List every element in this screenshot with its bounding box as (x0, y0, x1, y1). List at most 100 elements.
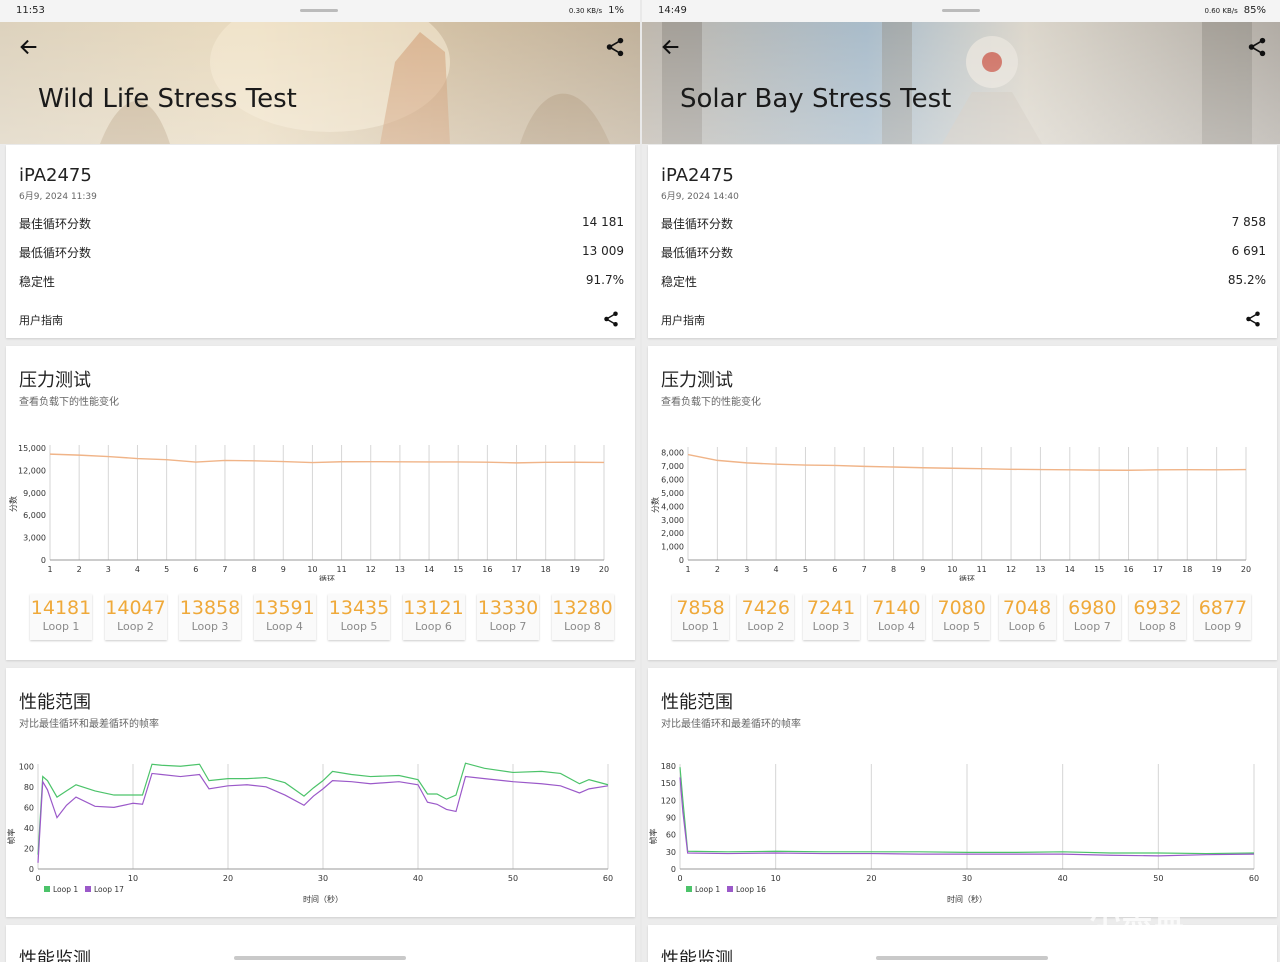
y-tick-label: 0 (29, 865, 34, 874)
share-icon[interactable] (604, 36, 626, 58)
loop-score: 14181 (30, 597, 92, 619)
loop-tile[interactable]: 7241 Loop 3 (802, 594, 860, 640)
y-axis-label: 帧率 (648, 829, 658, 845)
loop-tile[interactable]: 6980 Loop 7 (1063, 594, 1121, 640)
legend-label: Loop 17 (94, 885, 124, 894)
x-tick-label: 13 (395, 565, 405, 574)
back-arrow-icon[interactable] (18, 36, 40, 58)
back-arrow-icon[interactable] (660, 36, 682, 58)
share-icon[interactable] (602, 310, 620, 328)
legend-label: Loop 1 (695, 885, 720, 894)
x-tick-label: 11 (336, 565, 346, 574)
x-tick-label: 15 (453, 565, 463, 574)
x-tick-label: 9 (920, 565, 925, 574)
x-tick-label: 2 (715, 565, 720, 574)
legend-swatch (44, 886, 50, 892)
home-indicator[interactable] (234, 956, 406, 960)
loop-tile[interactable]: 13858 Loop 3 (179, 594, 241, 640)
loop-tile[interactable]: 7426 Loop 2 (737, 594, 795, 640)
y-tick-label: 5,000 (661, 489, 684, 498)
loop-label: Loop 2 (747, 620, 785, 633)
loop-score: 13121 (403, 597, 464, 619)
y-tick-label: 7,000 (661, 462, 684, 471)
loop-score: 13858 (179, 597, 241, 619)
loop-tiles[interactable]: 7858 Loop 1 7426 Loop 2 7241 Loop 3 7140 Loop 4… (664, 591, 1266, 643)
share-icon[interactable] (1246, 36, 1268, 58)
y-tick-label: 9,000 (23, 489, 46, 498)
x-tick-label: 0 (677, 874, 682, 883)
user-guide-link[interactable]: 用户指南 (661, 314, 705, 327)
loop-tile[interactable]: 13121 Loop 6 (402, 594, 465, 640)
y-tick-label: 15,000 (18, 444, 46, 453)
loop-tile[interactable]: 6877 Loop 9 (1194, 594, 1252, 640)
loop-score: 7048 (1002, 597, 1052, 619)
x-tick-label: 60 (603, 874, 613, 883)
loop-label: Loop 8 (1139, 620, 1177, 633)
battery-level: 85% (1243, 5, 1266, 16)
x-tick-label: 8 (252, 565, 257, 574)
loop-tile[interactable]: 14047 Loop 2 (104, 594, 167, 640)
loop-label: Loop 7 (489, 620, 527, 633)
x-tick-label: 10 (947, 565, 957, 574)
stability-row: 稳定性 85.2% (661, 273, 1266, 290)
loop-label: Loop 4 (266, 620, 303, 633)
battery-level: 1% (608, 5, 624, 16)
loop-tile[interactable]: 6932 Loop 8 (1129, 594, 1187, 640)
loop-score: 14047 (105, 597, 166, 619)
x-tick-label: 0 (35, 874, 40, 883)
loop-tile[interactable]: 14181 Loop 1 (30, 594, 92, 640)
row-value: 91.7% (585, 273, 624, 287)
loop-label: Loop 5 (340, 620, 378, 633)
loop-tile[interactable]: 13280 Loop 8 (551, 594, 614, 640)
row-label: 最低循环分数 (19, 246, 92, 260)
test-title: Solar Bay Stress Test (680, 84, 952, 114)
loop-score: 6932 (1133, 597, 1182, 619)
loop-score: 6980 (1068, 597, 1117, 619)
performance-monitor-card: 性能监测 (648, 925, 1277, 962)
performance-range-card: 性能范围 对比最佳循环和最差循环的帧率 0 10 20 30 40 50 60 0 20 40 60… (6, 668, 635, 917)
series-line (37, 762, 609, 855)
loop-score: 7080 (937, 597, 986, 619)
x-tick-label: 10 (128, 874, 138, 883)
x-tick-label: 12 (1006, 565, 1016, 574)
loop-tile[interactable]: 13435 Loop 5 (328, 594, 390, 640)
x-tick-label: 12 (366, 565, 376, 574)
y-tick-label: 6,000 (661, 476, 684, 485)
y-axis-label: 分数 (8, 496, 18, 512)
loop-tile[interactable]: 7858 Loop 1 (672, 594, 729, 640)
x-tick-label: 18 (1182, 565, 1192, 574)
loop-tile[interactable]: 13591 Loop 4 (253, 594, 316, 640)
loop-tile[interactable]: 7048 Loop 6 (998, 594, 1056, 640)
y-tick-label: 6,000 (23, 511, 46, 520)
y-tick-label: 1,000 (661, 543, 684, 552)
x-tick-label: 6 (832, 565, 837, 574)
loop-tile[interactable]: 7140 Loop 4 (867, 594, 925, 640)
section-subtitle: 查看负载下的性能变化 (661, 397, 761, 408)
x-tick-label: 20 (1241, 565, 1251, 574)
loop-label: Loop 4 (877, 620, 915, 633)
y-tick-label: 3,000 (661, 516, 684, 525)
test-title: Wild Life Stress Test (38, 84, 297, 114)
right-pane: 14:49 0.60 KB/s 85% (642, 0, 1280, 962)
legend-label: Loop 1 (53, 885, 78, 894)
x-tick-label: 10 (771, 874, 781, 883)
stress-line-chart: 1 2 3 4 5 6 7 8 9 10 11 12 13 14 15 16 17 18 19 2001,0002,0… (650, 447, 1251, 581)
left-pane: 11:53 0.30 KB/s 1% (0, 5, 640, 962)
row-label: 最低循环分数 (661, 246, 734, 260)
legend-swatch (85, 886, 91, 892)
section-title: 性能范围 (19, 692, 91, 713)
loop-tile[interactable]: 13330 Loop 7 (477, 594, 539, 640)
user-guide-link[interactable]: 用户指南 (19, 314, 63, 327)
loop-tile[interactable]: 7080 Loop 5 (933, 594, 991, 640)
series-line (49, 453, 605, 464)
device-name: iPA2475 (19, 165, 92, 186)
row-label: 最佳循环分数 (19, 217, 92, 231)
home-indicator[interactable] (876, 956, 1048, 960)
x-tick-label: 3 (106, 565, 111, 574)
share-icon[interactable] (1244, 310, 1262, 328)
row-label: 稳定性 (661, 275, 698, 289)
y-tick-label: 20 (24, 844, 34, 853)
device-name: iPA2475 (661, 165, 734, 186)
banner-artwork (0, 22, 640, 144)
loop-tiles[interactable]: 14181 Loop 1 14047 Loop 2 13858 Loop 3 13591 Lo… (22, 591, 624, 643)
